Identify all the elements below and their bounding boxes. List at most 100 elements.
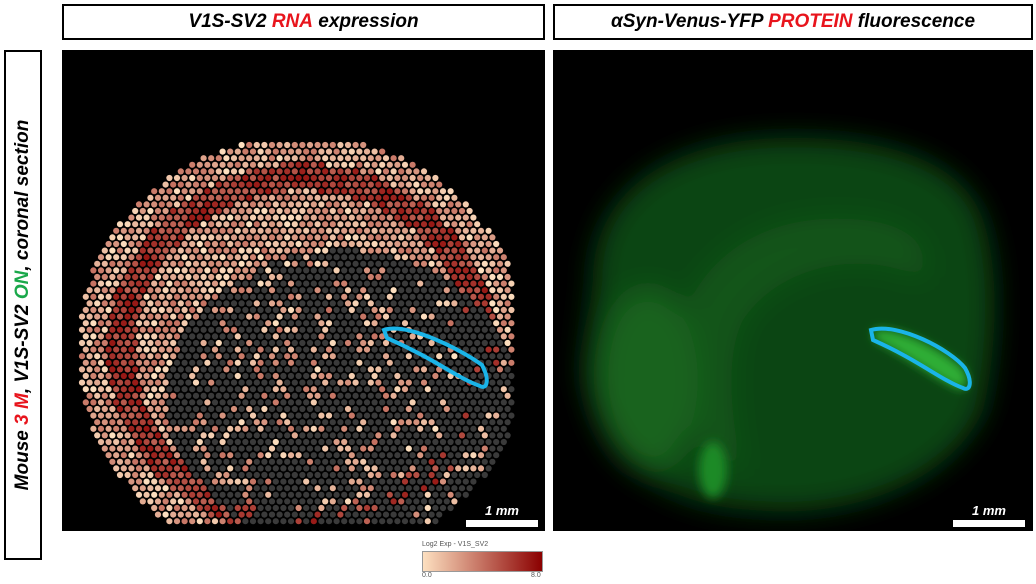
spot — [333, 386, 340, 393]
spot — [367, 471, 374, 479]
spot — [166, 201, 173, 208]
spot — [230, 511, 238, 518]
spot — [295, 518, 302, 525]
spot — [329, 234, 336, 241]
spot — [211, 504, 219, 512]
spot — [314, 234, 321, 241]
spot — [405, 247, 412, 254]
spot — [166, 425, 173, 432]
spot — [268, 458, 276, 465]
spot — [211, 491, 219, 498]
spot — [242, 227, 249, 234]
spot — [451, 419, 458, 426]
spot — [462, 227, 469, 234]
spot — [143, 372, 150, 380]
fluorescence — [583, 137, 995, 512]
spot — [276, 273, 283, 281]
spot — [147, 445, 154, 452]
spot — [341, 359, 348, 366]
spot — [158, 425, 165, 432]
spot — [371, 293, 378, 300]
spot — [299, 326, 306, 333]
spot — [177, 207, 184, 215]
spot — [128, 478, 135, 485]
spot — [344, 141, 352, 149]
spot — [211, 359, 219, 366]
spot — [477, 240, 485, 248]
spot — [204, 201, 211, 208]
spot — [173, 465, 181, 472]
spot — [101, 405, 108, 413]
spot — [436, 207, 443, 215]
spot — [287, 504, 295, 512]
spot — [344, 353, 352, 360]
spot — [139, 234, 146, 241]
spot — [189, 518, 196, 525]
spot — [101, 300, 108, 307]
spot — [227, 438, 234, 446]
spot — [113, 399, 120, 406]
spot — [329, 287, 336, 294]
spot — [436, 221, 443, 228]
spot — [158, 438, 165, 446]
spot — [341, 188, 348, 195]
spot — [234, 438, 241, 446]
spot — [173, 346, 181, 353]
spot — [394, 333, 401, 340]
spot — [394, 240, 401, 248]
spot — [470, 452, 477, 459]
spot — [253, 207, 260, 215]
spot — [208, 313, 215, 320]
spot — [394, 201, 401, 208]
spot — [363, 386, 371, 393]
spot — [109, 300, 116, 307]
spot — [496, 366, 504, 373]
spot — [230, 247, 238, 254]
spot — [208, 471, 215, 479]
spot — [204, 399, 211, 406]
spot — [367, 498, 374, 505]
spot — [219, 333, 226, 340]
spot — [371, 438, 378, 446]
spot — [322, 287, 329, 294]
spot — [291, 379, 298, 386]
spot — [86, 392, 93, 399]
spot — [493, 267, 500, 274]
spot — [493, 306, 500, 314]
spot — [341, 240, 348, 248]
spot — [398, 221, 405, 228]
spot — [162, 405, 169, 413]
spot — [504, 353, 511, 360]
spot — [470, 399, 477, 406]
spot — [135, 293, 143, 300]
spot — [303, 478, 310, 485]
spot — [105, 254, 112, 261]
spot — [420, 234, 428, 241]
spot — [177, 511, 184, 518]
spot — [432, 346, 439, 353]
spot — [344, 498, 352, 505]
spot — [409, 399, 416, 406]
spot — [246, 273, 253, 281]
spot — [151, 293, 158, 300]
spot — [314, 300, 321, 307]
spot — [500, 333, 507, 340]
spot — [181, 412, 188, 419]
spot — [291, 419, 298, 426]
spot — [158, 386, 165, 393]
spot — [325, 438, 333, 446]
spot — [443, 419, 450, 426]
spot — [318, 372, 325, 380]
spot — [417, 359, 424, 366]
spot — [253, 445, 260, 452]
spot — [249, 201, 257, 208]
spot — [382, 353, 390, 360]
spot — [82, 399, 89, 406]
spot — [113, 293, 120, 300]
spot — [261, 405, 268, 413]
spot — [481, 260, 488, 267]
spot — [192, 511, 200, 518]
spot — [291, 353, 298, 360]
spot — [230, 326, 238, 333]
spot — [249, 240, 257, 248]
